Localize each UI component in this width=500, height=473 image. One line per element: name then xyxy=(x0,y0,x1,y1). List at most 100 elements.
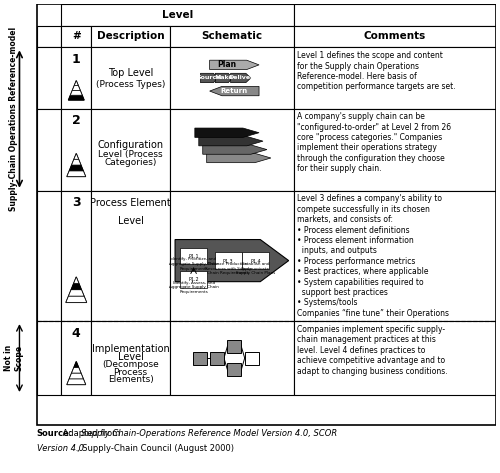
Text: Return: Return xyxy=(221,88,248,94)
Text: (Decompose: (Decompose xyxy=(102,360,159,369)
Text: Supply Chain-Operations Reference Model Version 4.0, SCOR: Supply Chain-Operations Reference Model … xyxy=(81,429,338,438)
Text: Level 3 defines a company's ability to
compete successfully in its chosen
market: Level 3 defines a company's ability to c… xyxy=(297,194,449,318)
Bar xyxy=(294,108,496,191)
Text: #: # xyxy=(72,32,80,42)
Polygon shape xyxy=(74,80,78,86)
Polygon shape xyxy=(67,153,86,176)
Bar xyxy=(37,47,62,108)
Polygon shape xyxy=(199,137,263,146)
Text: Companies implement specific supply-
chain management practices at this
level. L: Companies implement specific supply- cha… xyxy=(297,325,448,376)
Polygon shape xyxy=(200,73,218,83)
Bar xyxy=(193,351,206,365)
Bar xyxy=(62,321,91,395)
Polygon shape xyxy=(74,153,78,159)
Bar xyxy=(228,363,241,377)
Polygon shape xyxy=(74,277,79,283)
Polygon shape xyxy=(202,145,267,154)
Polygon shape xyxy=(71,283,82,289)
Text: Not in
Scope: Not in Scope xyxy=(4,345,23,371)
Text: Deliver: Deliver xyxy=(228,76,254,80)
Bar xyxy=(62,108,91,191)
Text: Supply-Chain Operations Reference-model: Supply-Chain Operations Reference-model xyxy=(8,27,18,211)
Bar xyxy=(228,340,241,353)
Text: 1: 1 xyxy=(72,53,80,66)
Polygon shape xyxy=(68,80,84,100)
Text: P1.1: P1.1 xyxy=(188,254,199,259)
Text: Level 1 defines the scope and content
for the Supply chain Operations
Reference-: Level 1 defines the scope and content fo… xyxy=(297,51,456,91)
Text: Level: Level xyxy=(162,9,193,19)
Text: Balance Production
Resources with Supply
Chain Requirements: Balance Production Resources with Supply… xyxy=(205,262,252,275)
Text: Level (Process: Level (Process xyxy=(98,150,163,159)
Polygon shape xyxy=(67,361,86,385)
Bar xyxy=(294,47,496,108)
Polygon shape xyxy=(68,95,84,100)
Bar xyxy=(180,248,207,264)
Bar xyxy=(170,191,294,321)
Text: Source: Source xyxy=(197,76,222,80)
Bar xyxy=(62,26,91,47)
Polygon shape xyxy=(195,128,259,138)
Bar xyxy=(91,108,170,191)
Text: P1.2: P1.2 xyxy=(188,278,199,282)
Bar xyxy=(170,108,294,191)
Text: Elements): Elements) xyxy=(108,375,154,384)
Text: Level: Level xyxy=(118,216,144,227)
Bar xyxy=(91,47,170,108)
Text: Schematic: Schematic xyxy=(202,32,262,42)
Bar xyxy=(294,191,496,321)
Text: Description: Description xyxy=(97,32,164,42)
Polygon shape xyxy=(66,296,86,303)
Text: Make: Make xyxy=(214,76,234,80)
Text: 2: 2 xyxy=(72,114,80,127)
Bar xyxy=(210,351,224,365)
Text: A company's supply chain can be
"configured-to-order" at Level 2 from 26
core "p: A company's supply chain can be "configu… xyxy=(297,112,451,173)
Bar xyxy=(62,47,91,108)
Bar xyxy=(170,26,294,47)
Polygon shape xyxy=(66,277,86,303)
Text: Level: Level xyxy=(118,351,144,362)
Text: Comments: Comments xyxy=(364,32,426,42)
Bar xyxy=(170,47,294,108)
Bar xyxy=(62,4,294,26)
Text: Process: Process xyxy=(114,368,148,377)
Polygon shape xyxy=(69,373,84,379)
Text: Adapted from: Adapted from xyxy=(60,429,124,438)
Text: (Process Types): (Process Types) xyxy=(96,80,166,89)
Text: Identify, Prioritize, and
Aggregate Supply-Chain
Requirements: Identify, Prioritize, and Aggregate Supp… xyxy=(168,257,218,271)
Polygon shape xyxy=(74,361,78,367)
Text: Implementation: Implementation xyxy=(92,344,170,354)
Polygon shape xyxy=(72,367,81,373)
Polygon shape xyxy=(72,159,81,165)
Polygon shape xyxy=(67,171,86,176)
Text: Identify, Assess, and
Aggregate Supply Chain
Requirements: Identify, Assess, and Aggregate Supply C… xyxy=(168,280,218,294)
Bar xyxy=(91,191,170,321)
Polygon shape xyxy=(206,153,271,163)
Bar xyxy=(170,321,294,395)
Bar xyxy=(294,4,496,26)
Text: P1.4: P1.4 xyxy=(250,259,260,264)
Text: Top Level: Top Level xyxy=(108,68,154,79)
Bar xyxy=(91,321,170,395)
Polygon shape xyxy=(70,90,82,95)
Bar xyxy=(242,253,269,269)
Text: 3: 3 xyxy=(72,196,80,209)
Polygon shape xyxy=(175,239,288,281)
Text: , Supply-Chain Council (August 2000): , Supply-Chain Council (August 2000) xyxy=(78,445,234,454)
Text: Plan: Plan xyxy=(218,61,236,70)
Text: Process Element: Process Element xyxy=(90,198,171,208)
Polygon shape xyxy=(72,86,80,90)
Polygon shape xyxy=(216,73,232,83)
Text: 4: 4 xyxy=(72,327,80,340)
Text: Version 4.0: Version 4.0 xyxy=(37,445,84,454)
Bar xyxy=(37,26,62,47)
Bar xyxy=(244,351,258,365)
Bar xyxy=(37,108,62,191)
Bar xyxy=(62,191,91,321)
Bar xyxy=(91,26,170,47)
Polygon shape xyxy=(69,165,84,171)
Polygon shape xyxy=(67,379,86,385)
Polygon shape xyxy=(210,87,259,96)
Bar xyxy=(294,26,496,47)
Polygon shape xyxy=(68,289,84,296)
Text: P1.3: P1.3 xyxy=(223,259,234,264)
